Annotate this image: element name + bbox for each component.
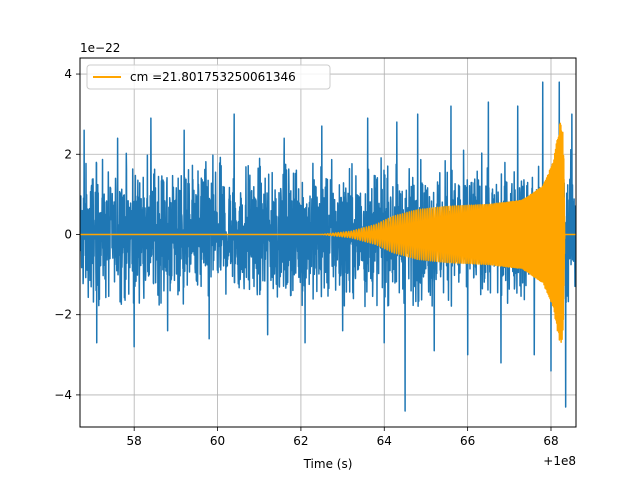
x-tick-label: 68 bbox=[543, 434, 558, 448]
y-tick-label: −2 bbox=[54, 308, 72, 322]
plot-area bbox=[80, 81, 576, 412]
x-tick-label: 60 bbox=[210, 434, 225, 448]
x-tick-label: 58 bbox=[127, 434, 142, 448]
legend-label: cm =21.801753250061346 bbox=[130, 70, 296, 84]
x-tick-label: 62 bbox=[293, 434, 308, 448]
axis-ticks: 58 60 62 64 66 68 −4 −2 0 2 4 bbox=[54, 67, 558, 448]
y-offset-text: 1e−22 bbox=[80, 41, 120, 55]
x-tick-label: 66 bbox=[460, 434, 475, 448]
y-tick-label: −4 bbox=[54, 388, 72, 402]
series-chirp-line bbox=[80, 122, 576, 343]
x-axis-label: Time (s) bbox=[303, 457, 353, 471]
y-tick-label: 2 bbox=[64, 147, 72, 161]
y-tick-label: 4 bbox=[64, 67, 72, 81]
x-offset-text: +1e8 bbox=[543, 454, 576, 468]
legend-box bbox=[86, 64, 331, 90]
axes-frame bbox=[79, 57, 577, 428]
legend: cm =21.801753250061346 bbox=[86, 64, 331, 90]
x-tick-label: 64 bbox=[377, 434, 392, 448]
y-tick-label: 0 bbox=[64, 227, 72, 241]
